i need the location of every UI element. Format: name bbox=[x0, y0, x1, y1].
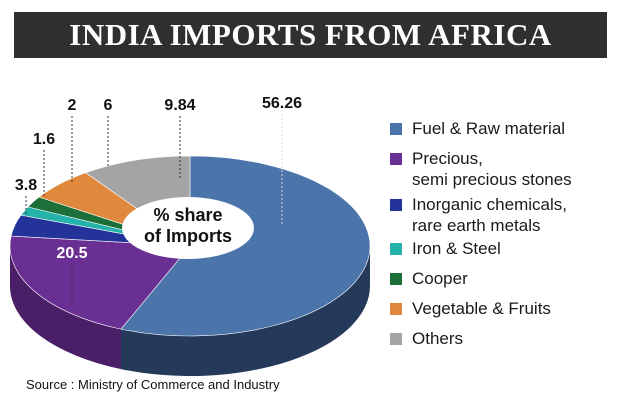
title-banner: INDIA IMPORTS FROM AFRICA bbox=[14, 12, 607, 58]
center-label-line1: % share bbox=[153, 205, 222, 225]
value-label-others: 9.84 bbox=[164, 97, 195, 114]
legend-item-precious: Precious, semi precious stones bbox=[390, 148, 572, 190]
chart-title: INDIA IMPORTS FROM AFRICA bbox=[69, 17, 552, 52]
legend-swatch bbox=[390, 273, 402, 285]
legend-item-cooper: Cooper bbox=[390, 268, 468, 289]
legend-swatch bbox=[390, 303, 402, 315]
legend-item-fuel-raw-material: Fuel & Raw material bbox=[390, 118, 565, 139]
legend-swatch bbox=[390, 123, 402, 135]
value-label-inorganic-chemicals: 3.8 bbox=[15, 177, 37, 194]
source-note: Source : Ministry of Commerce and Indust… bbox=[26, 377, 280, 392]
legend-label: Cooper bbox=[412, 269, 468, 288]
pie-slice-fuel-raw-material bbox=[120, 155, 371, 337]
value-label-vegetable-fruits: 6 bbox=[104, 97, 113, 114]
legend-item-iron-steel: Iron & Steel bbox=[390, 238, 501, 259]
pie-side-fuel-raw-material bbox=[121, 246, 370, 376]
legend-label: Fuel & Raw material bbox=[412, 119, 566, 138]
legend-label: Iron & Steel bbox=[412, 239, 501, 258]
center-label-bubble bbox=[122, 197, 254, 259]
legend-item-vegetable-fruits: Vegetable & Fruits bbox=[390, 298, 551, 319]
pie-slice-precious bbox=[9, 235, 191, 330]
legend-swatch bbox=[390, 199, 402, 211]
value-label-fuel-raw-material: 56.26 bbox=[262, 95, 302, 112]
legend-item-inorganic-chemicals: Inorganic chemicals, rare earth metals bbox=[390, 194, 567, 236]
legend-label: Inorganic chemicals, rare earth metals bbox=[412, 195, 567, 235]
value-label-precious: 20.5 bbox=[56, 245, 87, 262]
legend-swatch bbox=[390, 333, 402, 345]
center-label-line2: of Imports bbox=[144, 226, 232, 246]
value-label-cooper: 2 bbox=[68, 97, 77, 114]
legend-label: Others bbox=[412, 329, 464, 348]
legend-label: Vegetable & Fruits bbox=[412, 299, 551, 318]
pie-side-precious bbox=[10, 246, 122, 370]
value-label-iron-steel: 1.6 bbox=[33, 131, 55, 148]
legend-swatch bbox=[390, 243, 402, 255]
legend-item-others: Others bbox=[390, 328, 463, 349]
legend-label: Precious, semi precious stones bbox=[412, 149, 572, 189]
legend-swatch bbox=[390, 153, 402, 165]
